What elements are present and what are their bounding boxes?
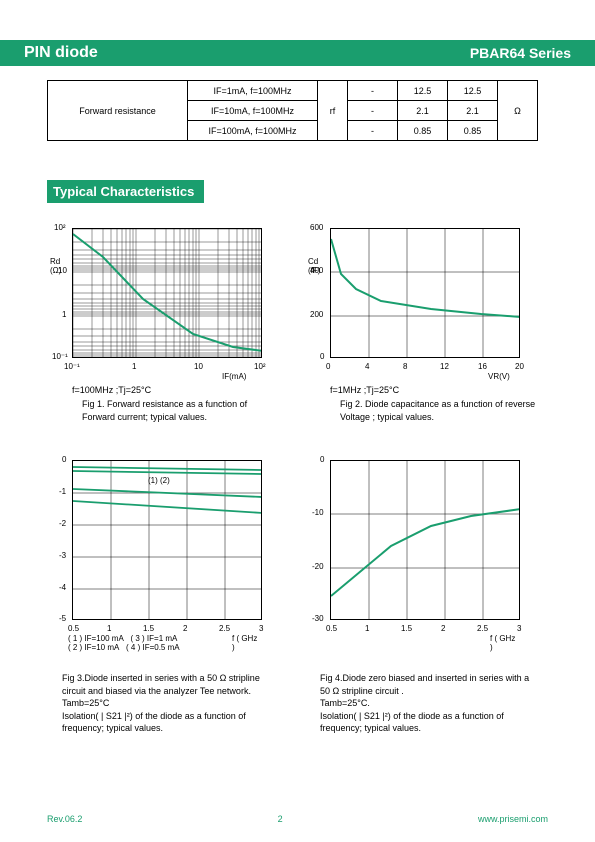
fig1-ytick-2: 10 (58, 266, 67, 275)
forward-resistance-table: Forward resistance IF=1mA, f=100MHz rf -… (47, 80, 538, 141)
fig2-ytick-2: 400 (310, 266, 323, 275)
fig4-xtick-3: 2 (441, 624, 445, 633)
section-typical-characteristics: Typical Characteristics (47, 180, 204, 203)
fig3-ytick-4: -1 (59, 487, 66, 496)
fig1-xtick-3: 10² (254, 362, 266, 371)
fig3-legend-2: ( 2 ) IF=10 mA (68, 643, 119, 652)
fig2-xtick-0: 0 (326, 362, 330, 371)
fig3-container: (1) (2) 0.5 1 1.5 2 2.5 3 f ( GHz ) 0 -1… (72, 460, 262, 623)
fig4-chart (330, 460, 520, 620)
min-2: - (348, 121, 398, 141)
fig1-container: Rd (Ω) 10⁻¹ 1 10 10² IF(mA) 10⁻¹ 1 10 10… (72, 228, 262, 361)
max-1: 2.1 (448, 101, 498, 121)
fig4-xlabel: f ( GHz ) (490, 634, 520, 652)
fig3-ytick-2: -3 (59, 551, 66, 560)
fig4-container: 0.5 1 1.5 2 2.5 3 f ( GHz ) 0 -10 -20 -3… (330, 460, 520, 623)
fig1-ytick-0: 10⁻¹ (52, 352, 68, 361)
page-title-right: PBAR64 Series (470, 45, 571, 61)
fig2-xlabel: VR(V) (488, 372, 510, 381)
fig3-legend-3: ( 4 ) IF=0.5 mA (126, 643, 180, 652)
fig2-chart (330, 228, 520, 358)
fig2-xtick-1: 4 (365, 362, 369, 371)
param-unit: Ω (498, 81, 538, 141)
fig2-ytick-3: 600 (310, 223, 323, 232)
fig3-xtick-1: 1 (107, 624, 111, 633)
fig3-xtick-5: 3 (259, 624, 263, 633)
fig4-ytick-0: -30 (312, 614, 324, 623)
fig4-ytick-2: -10 (312, 508, 324, 517)
fig2-xtick-3: 12 (440, 362, 449, 371)
min-0: - (348, 81, 398, 101)
fig2-xtick-5: 20 (515, 362, 524, 371)
fig4-xtick-2: 1.5 (401, 624, 412, 633)
fig1-xtick-1: 1 (132, 362, 136, 371)
fig4-xtick-0: 0.5 (326, 624, 337, 633)
fig2-xtick-4: 16 (478, 362, 487, 371)
fig1-ytick-1: 1 (62, 310, 66, 319)
fig4-ytick-3: 0 (320, 455, 324, 464)
fig2-ytick-1: 200 (310, 310, 323, 319)
fig1-caption: Fig 1. Forward resistance as a function … (82, 398, 292, 423)
fig2-ytick-0: 0 (320, 352, 324, 361)
fig3-legend-1: ( 3 ) IF=1 mA (130, 634, 177, 643)
fig3-ytick-1: -4 (59, 583, 66, 592)
fig2-cond: f=1MHz ;Tj=25°C (330, 384, 540, 397)
fig4-xtick-5: 3 (517, 624, 521, 633)
fig1-xlabel: IF(mA) (222, 372, 246, 381)
svg-text:(1) (2): (1) (2) (148, 476, 170, 485)
fig3-ytick-0: -5 (59, 614, 66, 623)
fig4-xtick-4: 2.5 (477, 624, 488, 633)
footer: Rev.06.2 2 www.prisemi.com (0, 814, 595, 824)
fig2-caption: Fig 2. Diode capacitance as a function o… (340, 398, 560, 423)
fig3-xtick-0: 0.5 (68, 624, 79, 633)
fig1-ytick-3: 10² (54, 223, 66, 232)
fig1-xtick-2: 10 (194, 362, 203, 371)
max-2: 0.85 (448, 121, 498, 141)
param-label: Forward resistance (48, 81, 188, 141)
fig4-xtick-1: 1 (365, 624, 369, 633)
fig3-caption: Fig 3.Diode inserted in series with a 50… (62, 672, 292, 735)
fig3-ytick-5: 0 (62, 455, 66, 464)
max-0: 12.5 (448, 81, 498, 101)
fig1-chart (72, 228, 262, 358)
param-symbol: rf (318, 81, 348, 141)
fig2-xtick-2: 8 (403, 362, 407, 371)
footer-page: 2 (278, 814, 283, 824)
fig1-cond: f=100MHz ;Tj=25°C (72, 384, 282, 397)
fig3-chart: (1) (2) (72, 460, 262, 620)
cond-0: IF=1mA, f=100MHz (188, 81, 318, 101)
page-title-left: PIN diode (24, 44, 98, 62)
footer-rev: Rev.06.2 (47, 814, 82, 824)
typ-0: 12.5 (398, 81, 448, 101)
fig3-legend-0: ( 1 ) IF=100 mA (68, 634, 124, 643)
fig1-xtick-0: 10⁻¹ (64, 362, 80, 371)
fig4-caption: Fig 4.Diode zero biased and inserted in … (320, 672, 550, 735)
fig3-xtick-2: 1.5 (143, 624, 154, 633)
fig3-ytick-3: -2 (59, 519, 66, 528)
header-bar: PIN diode PBAR64 Series (0, 40, 595, 66)
fig4-ytick-1: -20 (312, 562, 324, 571)
fig3-xtick-3: 2 (183, 624, 187, 633)
fig2-container: Cd (fF) 0 4 8 12 16 20 VR(V) 0 200 400 6… (330, 228, 520, 361)
cond-1: IF=10mA, f=100MHz (188, 101, 318, 121)
typ-1: 2.1 (398, 101, 448, 121)
min-1: - (348, 101, 398, 121)
footer-url: www.prisemi.com (478, 814, 548, 824)
cond-2: IF=100mA, f=100MHz (188, 121, 318, 141)
typ-2: 0.85 (398, 121, 448, 141)
fig3-xtick-4: 2.5 (219, 624, 230, 633)
